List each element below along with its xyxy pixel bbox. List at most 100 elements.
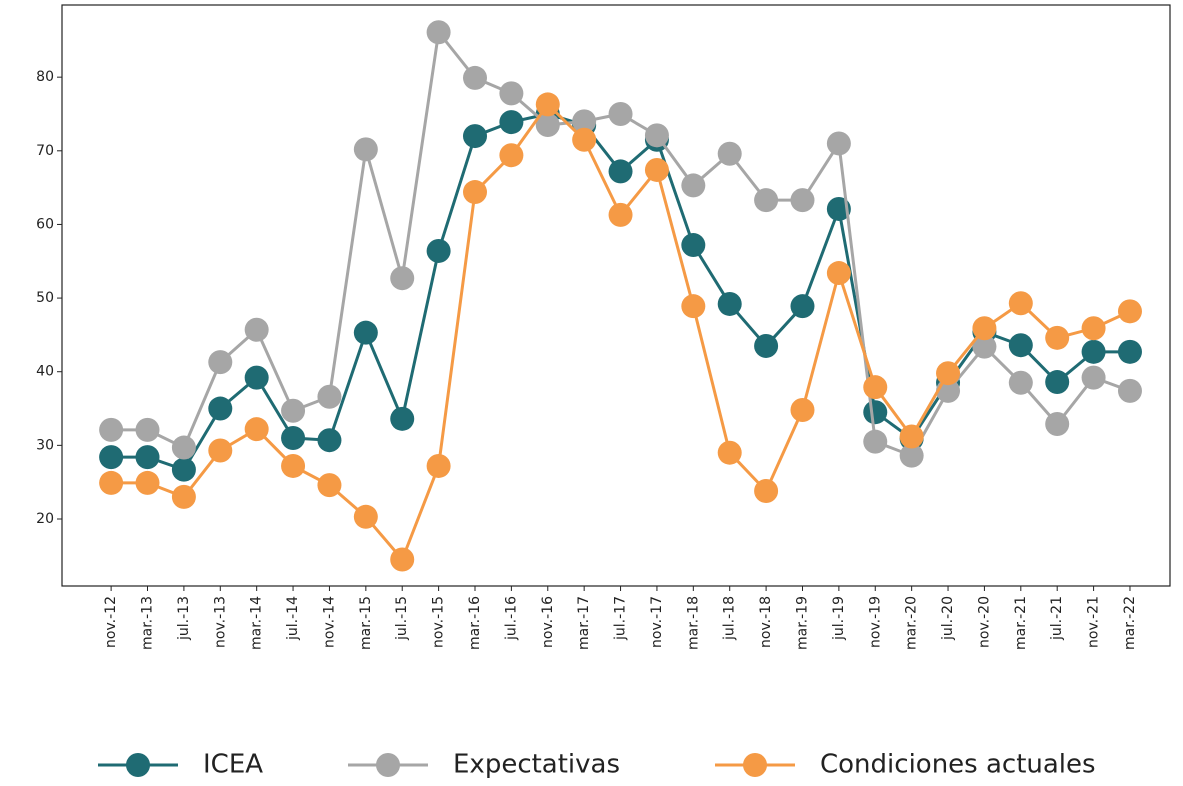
data-point [1008,370,1033,395]
data-point [244,417,269,442]
x-tick-label: jul.-15 [394,596,410,641]
data-point [353,320,378,345]
data-point [1045,370,1070,395]
y-tick-label: 60 [36,216,54,232]
legend-marker [376,753,400,777]
data-point [790,188,815,213]
data-point [899,424,924,449]
data-point [317,428,342,453]
x-tick-label: nov.-19 [867,596,883,648]
x-tick-label: nov.-17 [649,596,665,648]
data-point [390,266,415,291]
data-point [135,445,160,470]
y-tick-label: 40 [36,364,54,380]
data-point [462,180,487,205]
data-point [390,547,415,572]
data-point [899,443,924,468]
x-tick-label: mar.-19 [794,596,810,650]
x-tick-label: nov.-12 [103,596,119,648]
data-point [171,435,196,460]
x-tick-label: nov.-15 [431,596,447,648]
data-point [608,202,633,227]
y-tick-label: 80 [36,69,54,85]
x-tick-label: mar.-16 [467,596,483,650]
x-tick-label: jul.-16 [503,596,519,641]
data-point [972,334,997,359]
y-tick-label: 70 [36,143,54,159]
data-point [936,361,961,386]
x-tick-label: mar.-20 [904,596,920,650]
data-point [644,123,669,148]
data-point [681,294,706,319]
data-point [863,400,888,425]
x-tick-label: mar.-15 [358,596,374,650]
data-point [608,159,633,184]
legend-label: Expectativas [453,750,620,780]
data-point [572,127,597,152]
x-tick-label: mar.-17 [576,596,592,650]
x-tick-label: nov.-18 [758,596,774,648]
data-point [826,131,851,156]
data-point [1117,339,1142,364]
data-point [135,470,160,495]
x-tick-label: jul.-18 [722,596,738,641]
data-point [244,317,269,342]
data-point [499,81,524,106]
data-point [790,398,815,423]
data-point [754,333,779,358]
x-tick-label: jul.-20 [940,596,956,641]
data-point [462,124,487,149]
data-point [1045,325,1070,350]
x-tick-label: mar.-22 [1122,596,1138,650]
data-point [1117,299,1142,324]
data-point [535,113,560,138]
y-tick-label: 50 [36,290,54,306]
data-point [99,417,124,442]
legend-marker [743,753,767,777]
data-point [1081,316,1106,341]
data-point [863,375,888,400]
data-point [754,479,779,504]
data-point [99,445,124,470]
data-point [499,143,524,168]
data-point [208,396,233,421]
data-point [135,417,160,442]
data-point [717,291,742,316]
data-point [208,438,233,463]
data-point [972,316,997,341]
data-point [681,233,706,258]
data-point [754,188,779,213]
x-tick-label: nov.-20 [976,596,992,648]
x-tick-label: jul.-14 [285,596,301,641]
data-point [281,453,306,478]
data-point [281,425,306,450]
data-point [1008,291,1033,316]
data-point [790,294,815,319]
legend-marker [126,753,150,777]
legend-label: Condiciones actuales [820,750,1096,780]
x-tick-label: nov.-21 [1086,596,1102,648]
x-tick-label: mar.-18 [685,596,701,650]
data-point [244,365,269,390]
data-point [717,440,742,465]
data-point [390,406,415,431]
x-tick-label: mar.-13 [140,596,156,650]
data-point [171,484,196,509]
data-point [353,504,378,529]
data-point [353,137,378,162]
data-point [317,473,342,498]
data-point [535,92,560,117]
legend-label: ICEA [203,750,263,780]
x-tick-label: nov.-14 [321,596,337,648]
data-point [462,65,487,90]
data-point [1117,378,1142,403]
data-point [863,429,888,454]
data-point [426,453,451,478]
data-point [426,20,451,45]
data-point [171,457,196,482]
data-point [572,109,597,134]
x-tick-label: jul.-19 [831,596,847,641]
x-tick-label: jul.-17 [613,596,629,641]
